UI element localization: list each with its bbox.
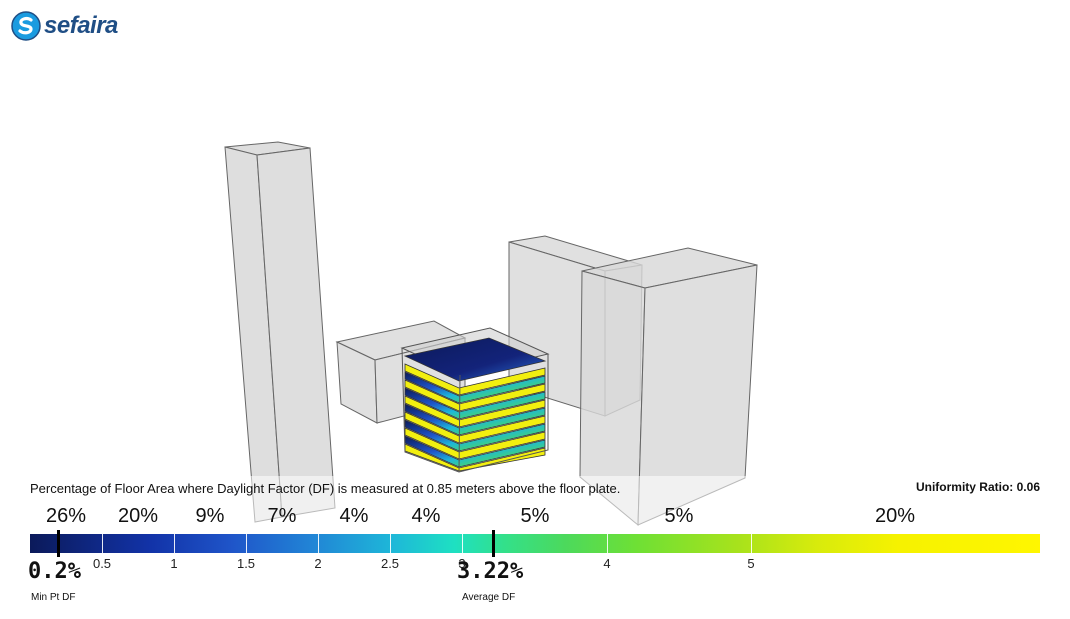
colorbar-tick: 1.5: [236, 556, 256, 571]
uniformity-ratio: Uniformity Ratio: 0.06: [915, 480, 1040, 494]
bin-percentage: 26%: [45, 505, 87, 527]
context-building-right: [579, 247, 758, 527]
colorbar-tick: 4: [603, 556, 611, 571]
min-pt-df-value: 0.2%: [28, 559, 81, 584]
bin-percentage: 5%: [664, 505, 694, 527]
colorbar-tick: 2: [314, 556, 322, 571]
brand-name: sefaira: [44, 12, 118, 39]
average-df-value: 3.22%: [457, 559, 524, 584]
context-building-tower: [224, 141, 336, 523]
colorbar-tick: 5: [747, 556, 755, 571]
colorbar-divider: [174, 534, 175, 553]
bin-percentage: 20%: [874, 505, 916, 527]
bin-percentage: 5%: [520, 505, 550, 527]
colorbar-divider: [246, 534, 247, 553]
bin-percentage: 9%: [195, 505, 225, 527]
bin-percentage: 4%: [411, 505, 441, 527]
min-pt-df-label: Min Pt DF: [31, 592, 76, 603]
min-pt-df-marker: [57, 530, 60, 557]
legend-caption: Percentage of Floor Area where Daylight …: [30, 481, 621, 496]
colorbar-tick: 0.5: [92, 556, 112, 571]
colorbar-divider: [751, 534, 752, 553]
sefaira-logo[interactable]: sefaira: [11, 8, 136, 44]
daylight-factor-colorbar: [30, 534, 1040, 553]
colorbar-tick: 1: [170, 556, 178, 571]
colorbar-tick: 2.5: [380, 556, 400, 571]
sefaira-s-logo-icon: [11, 11, 41, 41]
bin-percentage: 20%: [117, 505, 159, 527]
analysis-building[interactable]: [400, 327, 550, 473]
bin-percentage: 7%: [267, 505, 297, 527]
colorbar-tick: 3: [458, 556, 466, 571]
bin-percentage: 4%: [339, 505, 369, 527]
colorbar-divider: [462, 534, 463, 553]
average-df-marker: [492, 530, 495, 557]
colorbar-divider: [390, 534, 391, 553]
colorbar-divider: [607, 534, 608, 553]
colorbar-divider: [102, 534, 103, 553]
colorbar-divider: [318, 534, 319, 553]
average-df-label: Average DF: [462, 592, 516, 603]
